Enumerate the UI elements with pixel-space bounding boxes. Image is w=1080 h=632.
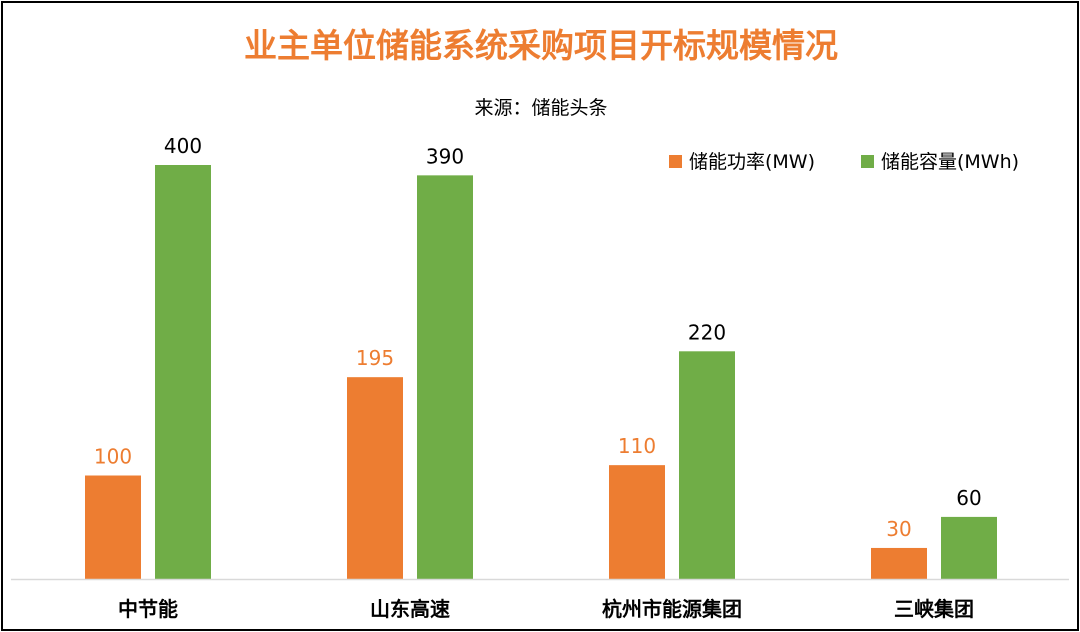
legend-swatch-power xyxy=(669,155,682,168)
bar-chart: 业主单位储能系统采购项目开标规模情况 来源：储能头条 储能功率(MW) 储能容量(… xyxy=(11,26,1069,621)
bar-capacity-0 xyxy=(155,165,211,579)
bar-capacity-1 xyxy=(417,175,473,579)
bar-power-2 xyxy=(609,465,665,579)
category-labels: 中节能 山东高速 杭州市能源集团 三峡集团 xyxy=(118,597,974,621)
chart-title: 业主单位储能系统采购项目开标规模情况 xyxy=(244,26,838,65)
category-label-2: 杭州市能源集团 xyxy=(602,597,742,621)
value-label-capacity-3: 60 xyxy=(956,486,981,510)
category-label-0: 中节能 xyxy=(118,597,178,621)
bar-power-3 xyxy=(871,547,927,579)
value-labels: 100 400 195 390 110 220 30 60 xyxy=(94,134,982,541)
category-label-3: 三峡集团 xyxy=(894,597,974,621)
value-label-power-3: 30 xyxy=(886,517,911,541)
chart-subtitle: 来源：储能头条 xyxy=(474,97,607,119)
bars xyxy=(85,165,997,579)
value-label-power-2: 110 xyxy=(618,434,656,458)
value-label-capacity-2: 220 xyxy=(688,320,726,344)
legend-label-power: 储能功率(MW) xyxy=(689,151,815,173)
value-label-power-1: 195 xyxy=(356,346,394,370)
bar-power-0 xyxy=(85,475,141,579)
bar-capacity-2 xyxy=(679,351,735,579)
legend: 储能功率(MW) 储能容量(MWh) xyxy=(669,151,1019,173)
bar-capacity-3 xyxy=(941,516,997,579)
bar-power-1 xyxy=(347,377,403,579)
legend-swatch-capacity xyxy=(861,155,874,168)
value-label-power-0: 100 xyxy=(94,445,132,469)
legend-label-capacity: 储能容量(MWh) xyxy=(881,151,1019,173)
value-label-capacity-1: 390 xyxy=(426,144,464,168)
value-label-capacity-0: 400 xyxy=(164,134,202,158)
category-label-1: 山东高速 xyxy=(370,597,450,621)
